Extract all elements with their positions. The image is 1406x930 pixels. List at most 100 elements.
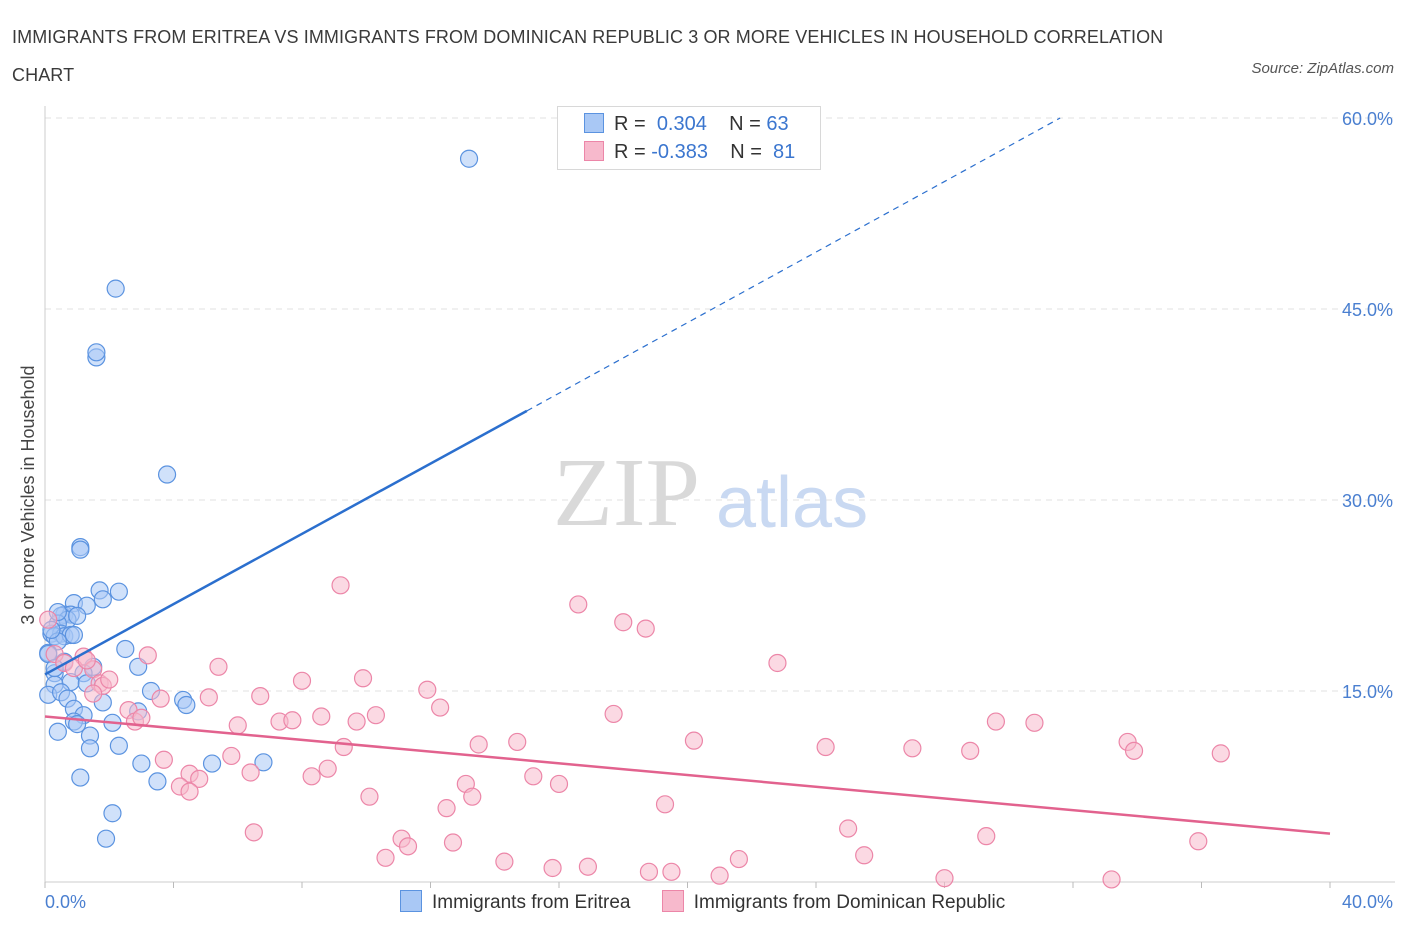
- point-eritrea: [177, 695, 196, 715]
- point-dominican: [469, 735, 488, 754]
- point-dominican: [636, 619, 655, 638]
- r-label: R =: [614, 113, 646, 135]
- point-eritrea: [254, 753, 273, 772]
- point-dominican: [508, 732, 527, 752]
- watermark: ZIP atlas: [553, 439, 868, 547]
- legend-swatch-pink: [584, 141, 604, 161]
- point-dominican: [604, 704, 623, 724]
- point-dominican: [366, 706, 385, 725]
- point-dominican: [39, 610, 58, 629]
- point-eritrea: [103, 804, 122, 823]
- point-dominican: [292, 671, 312, 690]
- point-dominican: [662, 862, 681, 881]
- point-dominican: [614, 613, 633, 632]
- point-dominican: [1211, 744, 1230, 763]
- series-legend-eritrea: Immigrants from Eritrea: [400, 890, 630, 914]
- point-dominican: [729, 849, 749, 869]
- point-dominican: [986, 712, 1006, 731]
- n-label: N =: [730, 141, 762, 163]
- legend-row-eritrea: R = 0.304 N = 63: [584, 113, 789, 139]
- point-dominican: [302, 767, 321, 786]
- point-eritrea: [157, 465, 177, 484]
- point-eritrea: [87, 343, 106, 362]
- y-tick-label: 60.0%: [1342, 109, 1393, 129]
- point-eritrea: [48, 722, 67, 741]
- point-eritrea: [459, 149, 479, 168]
- point-eritrea: [106, 279, 125, 298]
- point-dominican: [1189, 832, 1208, 851]
- point-eritrea: [132, 754, 151, 773]
- watermark-atlas: atlas: [716, 463, 868, 543]
- point-eritrea: [64, 625, 84, 645]
- point-dominican: [151, 689, 170, 708]
- point-dominican: [100, 670, 119, 689]
- tick-labels: 15.0% 30.0% 45.0% 60.0% 0.0% 40.0%: [45, 109, 1393, 912]
- point-dominican: [463, 787, 482, 806]
- point-dominican: [431, 698, 450, 717]
- point-eritrea: [71, 540, 90, 559]
- point-eritrea: [202, 754, 222, 773]
- series-legend-label: Immigrants from Dominican Republic: [693, 892, 1006, 913]
- series-legend-dominican: Immigrants from Dominican Republic: [661, 890, 1006, 914]
- point-eritrea: [80, 739, 100, 758]
- point-dominican: [84, 684, 103, 703]
- point-dominican: [360, 787, 379, 806]
- series-legend: Immigrants from Eritrea Immigrants from …: [400, 890, 1031, 914]
- point-dominican: [655, 795, 675, 814]
- point-dominican: [180, 782, 199, 801]
- point-dominican: [190, 769, 209, 788]
- point-dominican: [398, 837, 418, 856]
- point-dominican: [816, 737, 835, 757]
- point-dominican: [154, 750, 173, 769]
- point-dominican: [524, 767, 543, 786]
- point-dominican: [334, 737, 353, 757]
- n-value: 63: [766, 113, 789, 135]
- point-eritrea: [116, 639, 135, 659]
- point-dominican: [495, 852, 514, 871]
- legend-row-dominican: R = -0.383 N = 81: [584, 141, 795, 167]
- point-eritrea: [148, 772, 167, 791]
- point-dominican: [347, 712, 366, 731]
- point-eritrea: [68, 606, 87, 625]
- point-dominican: [639, 862, 659, 881]
- trend-lines: [44, 117, 1331, 835]
- source-label: Source: ZipAtlas.com: [1251, 60, 1394, 77]
- y-tick-label: 30.0%: [1342, 491, 1393, 511]
- x-tick-label: 0.0%: [45, 892, 86, 912]
- point-dominican: [578, 857, 598, 876]
- point-eritrea: [71, 768, 90, 787]
- point-dominican: [1025, 713, 1044, 732]
- point-dominican: [1124, 741, 1144, 760]
- point-dominican: [549, 774, 569, 794]
- point-dominican: [855, 846, 874, 865]
- chart-title: IMMIGRANTS FROM ERITREA VS IMMIGRANTS FR…: [12, 18, 1212, 94]
- point-eritrea: [109, 736, 128, 755]
- chart-title-line-2: CHART: [12, 65, 75, 85]
- y-tick-label: 15.0%: [1342, 682, 1393, 702]
- r-label: R =: [614, 141, 646, 163]
- point-dominican: [228, 716, 247, 735]
- n-label: N =: [729, 113, 761, 135]
- point-dominican: [710, 866, 729, 885]
- point-dominican: [251, 686, 270, 706]
- point-eritrea: [93, 590, 112, 609]
- point-dominican: [376, 848, 395, 867]
- point-dominican: [353, 669, 373, 688]
- trend-line-eritrea-extension: [526, 117, 1061, 412]
- chart-title-line-1: IMMIGRANTS FROM ERITREA VS IMMIGRANTS FR…: [12, 27, 1164, 47]
- point-dominican: [222, 746, 241, 766]
- point-dominican: [1102, 870, 1121, 889]
- trend-line-eritrea: [44, 409, 528, 676]
- point-dominican: [331, 576, 350, 595]
- point-dominican: [138, 646, 157, 665]
- point-dominican: [312, 707, 331, 726]
- point-eritrea: [109, 582, 128, 601]
- r-value: -0.383: [651, 141, 708, 163]
- point-dominican: [569, 595, 588, 614]
- point-dominican: [199, 688, 218, 707]
- series-legend-label: Immigrants from Eritrea: [432, 892, 631, 913]
- point-dominican: [437, 799, 456, 818]
- point-dominican: [241, 763, 260, 782]
- point-dominican: [418, 680, 437, 699]
